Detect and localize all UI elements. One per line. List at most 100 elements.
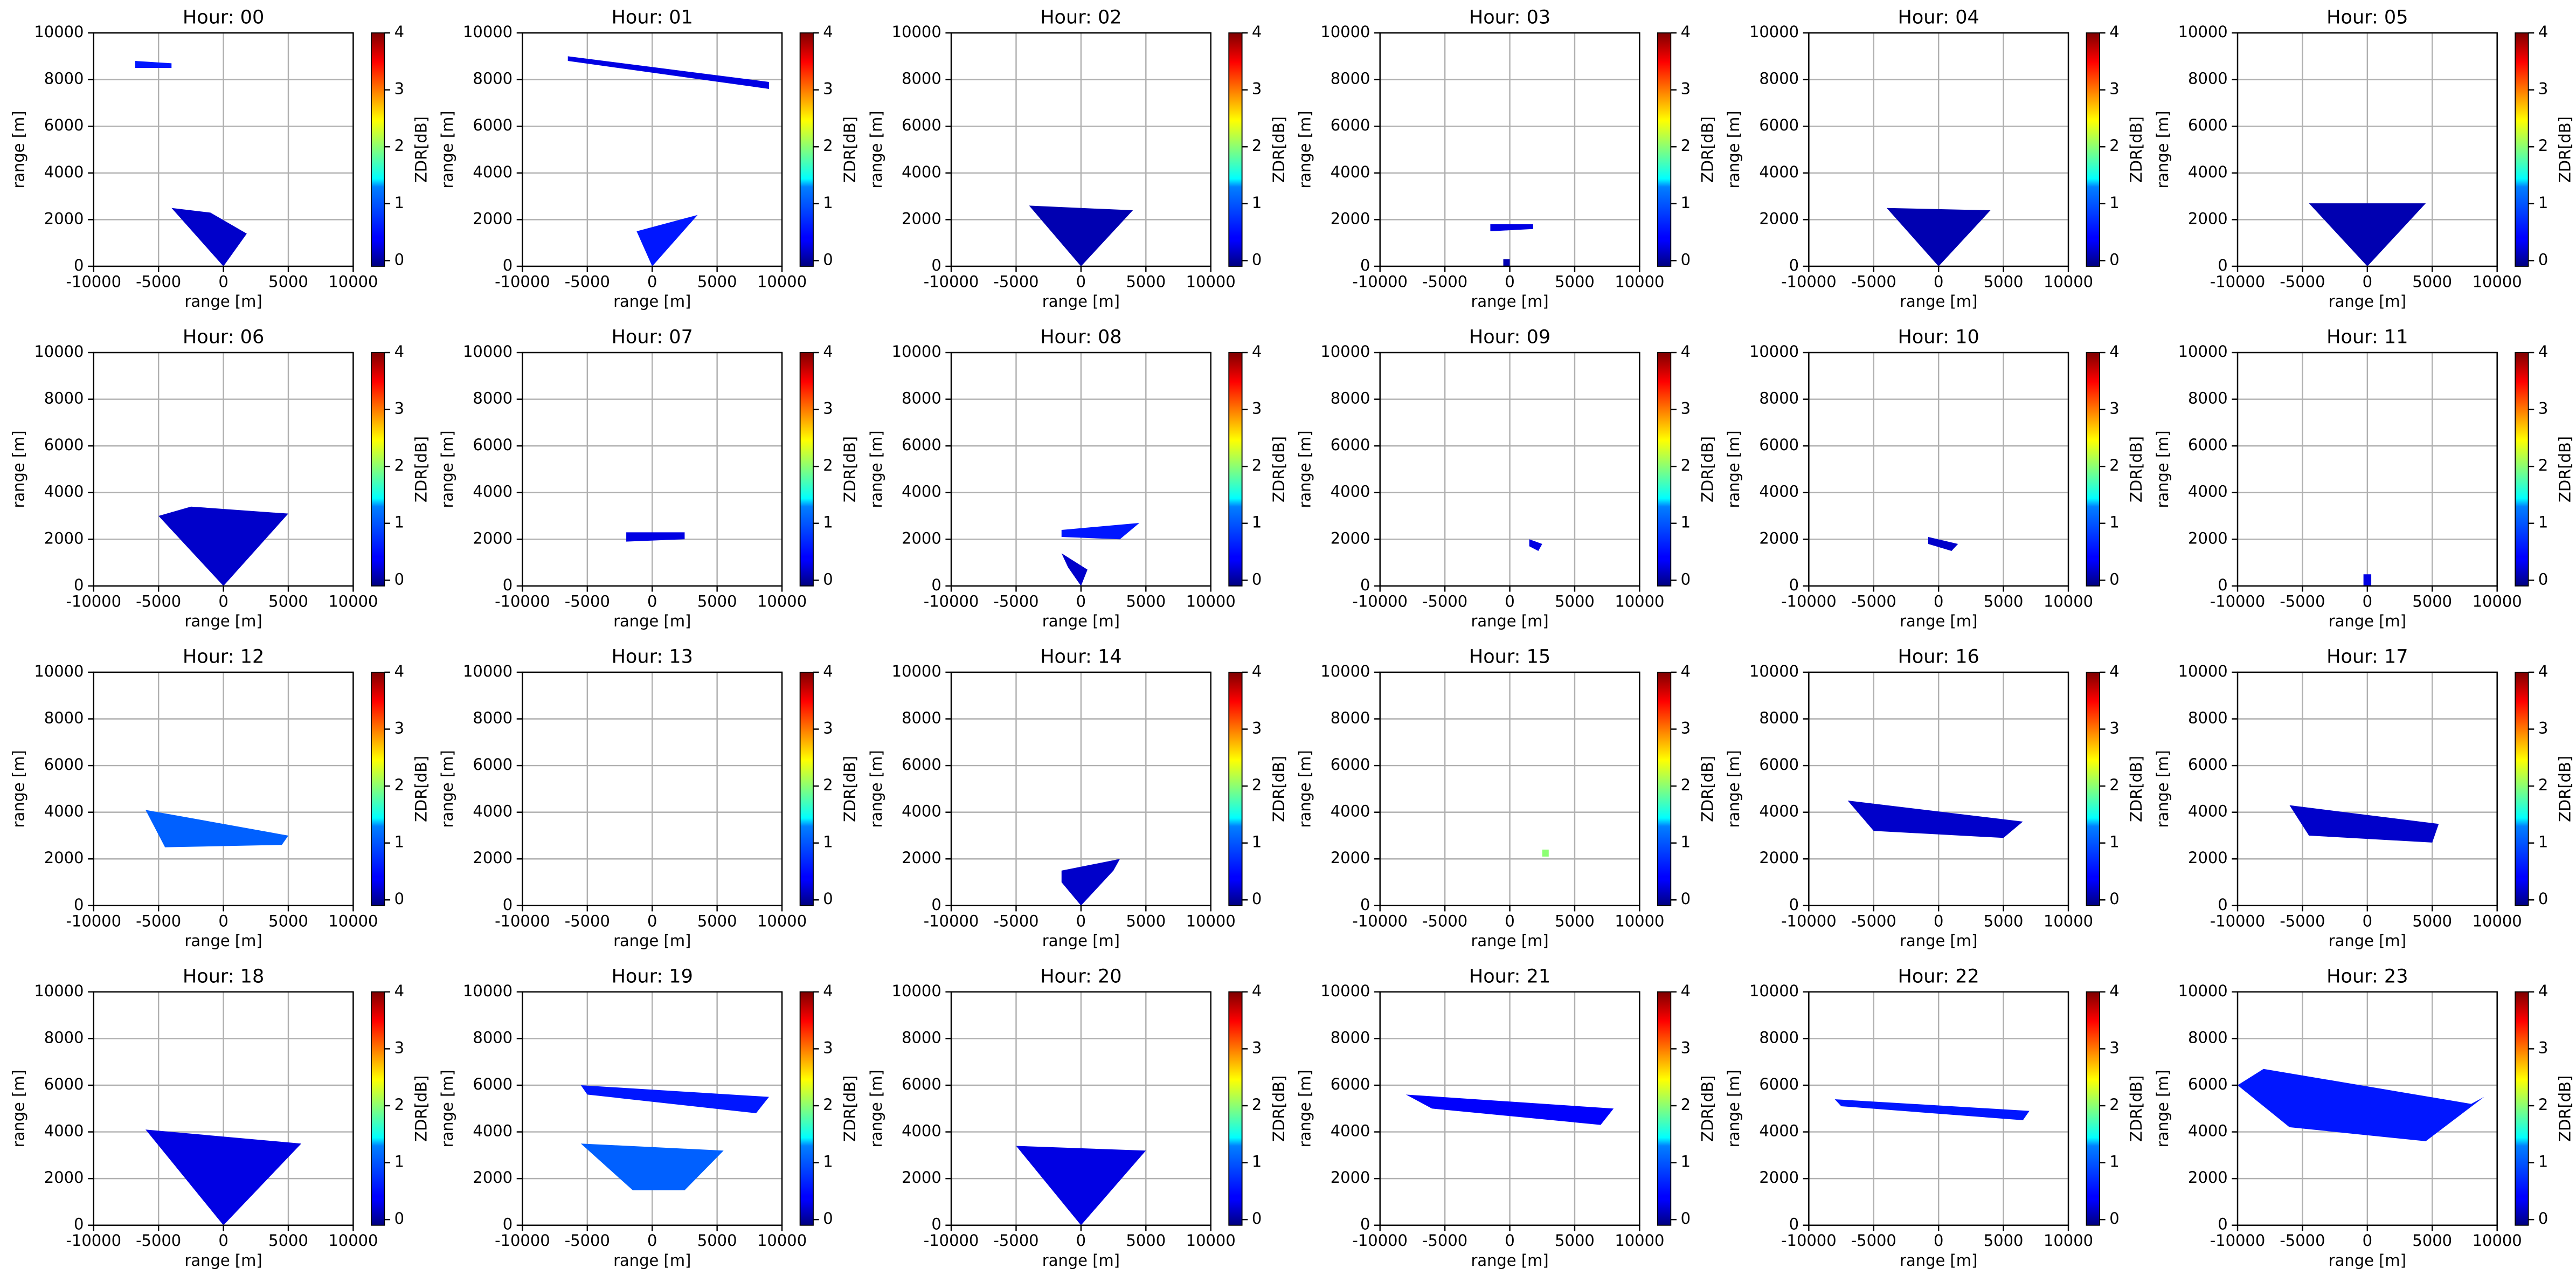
axes-frame (93, 671, 354, 907)
axes-frame (522, 351, 783, 587)
subplot-title: Hour: 04 (1898, 6, 1979, 29)
echo (1529, 539, 1542, 551)
colorbar (1228, 991, 1243, 1226)
axes-frame (1379, 32, 1640, 267)
colorbar-tick-label: 3 (1252, 1038, 1262, 1057)
y-axis-label: range [m] (438, 430, 456, 508)
colorbar-label: ZDR[dB] (2556, 1076, 2574, 1142)
y-tick-label: 10000 (2178, 982, 2228, 1000)
subplot-title: Hour: 12 (183, 645, 264, 667)
y-tick-label: 8000 (473, 1028, 513, 1046)
y-axis-label: range [m] (1725, 1070, 1743, 1147)
colorbar (371, 672, 385, 906)
colorbar-tick-label: 1 (394, 1153, 404, 1171)
x-tick-label: 0 (218, 912, 228, 930)
y-tick-label: 0 (1789, 895, 1799, 914)
colorbar-tick-label: 4 (1681, 342, 1691, 361)
x-tick-label: -5000 (993, 272, 1038, 291)
x-tick-label: 10000 (1615, 1231, 1664, 1250)
subplot: -10000 -5000 0 5000 100000200040006000800010… (867, 326, 1288, 630)
colorbar-tick-label: 3 (2109, 80, 2119, 98)
subplot: -10000 -5000 0 5000 100000200040006000800010… (1296, 645, 1717, 949)
y-tick-label: 6000 (1759, 1075, 1799, 1093)
colorbar-label: ZDR[dB] (2556, 116, 2574, 183)
x-tick-label: -10000 (1781, 1231, 1837, 1250)
axes-frame (93, 991, 354, 1226)
x-axis-label: range [m] (1471, 932, 1548, 950)
subplot-title: Hour: 02 (1040, 6, 1121, 29)
colorbar-tick-label: 0 (2109, 890, 2119, 908)
y-axis-label: range [m] (438, 750, 456, 828)
x-tick-label: -5000 (1851, 912, 1896, 930)
x-tick-label: 0 (1505, 1231, 1514, 1250)
colorbar-tick-label: 4 (394, 662, 404, 680)
colorbar-tick-label: 1 (2109, 1153, 2119, 1171)
y-tick-label: 4000 (1759, 802, 1799, 821)
echo (1061, 522, 1140, 540)
echo (2309, 203, 2426, 266)
x-tick-label: 10000 (328, 912, 378, 930)
y-axis-label: range [m] (10, 111, 28, 188)
x-tick-label: 0 (218, 592, 228, 610)
y-tick-label: 8000 (1331, 70, 1370, 88)
x-tick-label: -5000 (993, 1231, 1038, 1250)
colorbar-tick-label: 0 (394, 250, 404, 268)
x-tick-label: -5000 (2280, 592, 2325, 610)
x-tick-label: -5000 (2280, 272, 2325, 291)
y-tick-label: 0 (2218, 895, 2227, 914)
subplot-title: Hour: 19 (612, 965, 693, 987)
colorbar-tick-label: 3 (1252, 80, 1262, 98)
colorbar (2086, 991, 2100, 1226)
y-tick-label: 8000 (1331, 708, 1370, 727)
subplot: -10000 -5000 0 5000 100000200040006000800010… (867, 6, 1288, 311)
colorbar-tick-label: 1 (2538, 194, 2548, 212)
y-tick-label: 2000 (44, 1168, 84, 1187)
x-tick-label: 5000 (2412, 272, 2452, 291)
y-tick-label: 8000 (2188, 1028, 2228, 1046)
y-tick-label: 6000 (44, 116, 84, 134)
x-tick-label: -10000 (924, 912, 979, 930)
y-tick-label: 2000 (902, 1168, 941, 1187)
colorbar-tick-label: 4 (823, 342, 833, 361)
x-tick-label: -10000 (924, 272, 979, 291)
colorbar (2515, 352, 2529, 587)
colorbar-tick-label: 0 (1681, 1209, 1691, 1228)
y-tick-label: 0 (74, 895, 84, 914)
y-tick-label: 10000 (2178, 342, 2228, 361)
x-tick-label: -10000 (1781, 272, 1837, 291)
colorbar (1657, 32, 1672, 267)
colorbar-tick-label: 0 (2109, 1209, 2119, 1228)
x-tick-label: -10000 (2210, 592, 2266, 610)
y-tick-label: 2000 (2188, 1168, 2228, 1187)
colorbar-tick-label: 2 (1252, 1095, 1262, 1114)
colorbar-tick-label: 0 (1252, 570, 1262, 588)
y-tick-label: 10000 (34, 982, 84, 1000)
y-tick-label: 2000 (1331, 1168, 1370, 1187)
x-axis-label: range [m] (613, 1251, 691, 1270)
colorbar-tick-label: 1 (2538, 1153, 2548, 1171)
x-tick-label: 10000 (1186, 592, 1236, 610)
subplot-title: Hour: 01 (612, 6, 693, 29)
y-tick-label: 4000 (473, 163, 513, 181)
x-tick-label: 5000 (2412, 912, 2452, 930)
x-tick-label: 0 (1076, 912, 1086, 930)
y-tick-label: 6000 (1759, 436, 1799, 454)
colorbar-label: ZDR[dB] (2127, 116, 2145, 183)
subplot-title: Hour: 13 (612, 645, 693, 667)
colorbar-tick-label: 4 (1252, 23, 1262, 41)
y-tick-label: 10000 (892, 982, 941, 1000)
colorbar-tick-label: 2 (1681, 1095, 1691, 1114)
y-axis-label: range [m] (1296, 750, 1314, 828)
colorbar-tick-label: 4 (2538, 342, 2548, 361)
colorbar-tick-label: 4 (394, 982, 404, 1000)
x-tick-label: 5000 (1126, 1231, 1166, 1250)
x-axis-label: range [m] (1042, 612, 1120, 630)
y-axis-label: range [m] (1296, 111, 1314, 188)
echo (1542, 849, 1549, 857)
colorbar-tick-label: 4 (2538, 982, 2548, 1000)
echo (1029, 205, 1133, 266)
colorbar-tick-label: 1 (823, 833, 833, 851)
subplot: -10000 -5000 0 5000 100000200040006000800010… (1296, 965, 1717, 1269)
axes-frame (1808, 32, 2069, 267)
colorbar-tick-label: 2 (2109, 1095, 2119, 1114)
